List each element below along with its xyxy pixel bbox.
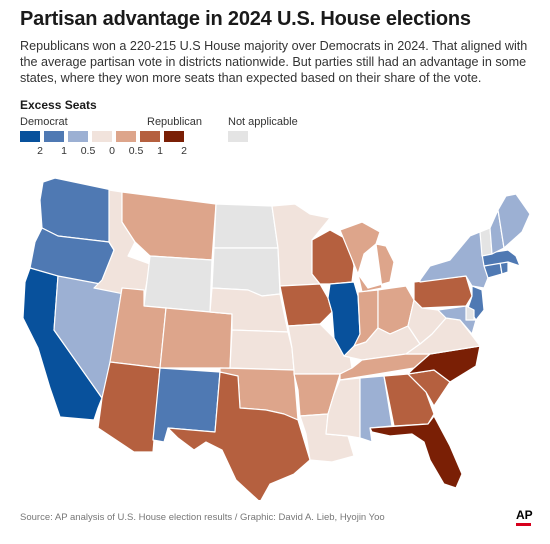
state-co [160,308,232,368]
legend-tick: 0.5 [78,145,98,157]
legend-tick: 2 [30,145,50,157]
legend-swatch-dem1 [44,131,64,142]
us-map [10,170,540,500]
state-ks [230,330,294,370]
state-wy [144,256,212,312]
state-ri [500,262,508,274]
chart-subtitle: Republicans won a 220-215 U.S House majo… [20,38,535,86]
legend-swatch-rep1 [140,131,160,142]
state-az [98,362,160,452]
legend-tick: 0 [102,145,122,157]
state-nd [214,204,278,248]
legend-swatch-dem2 [20,131,40,142]
legend-republican-label: Republican [147,116,202,128]
chart-title: Partisan advantage in 2024 U.S. House el… [20,8,540,31]
state-mt [122,192,216,260]
legend-tick: 0.5 [126,145,146,157]
legend-swatch-dem05 [68,131,88,142]
legend-swatch-rep05 [116,131,136,142]
legend-tick: 2 [174,145,194,157]
legend-tick: 1 [54,145,74,157]
state-me [498,194,530,248]
legend-tick: 1 [150,145,170,157]
ap-logo-underline [516,523,531,526]
ap-logo: AP [516,508,533,522]
legend-swatch-na [228,131,248,142]
legend-na-label: Not applicable [228,116,298,128]
legend-democrat-label: Democrat [20,116,68,128]
legend-swatch-rep2 [164,131,184,142]
legend-title: Excess Seats [20,98,97,112]
state-fl [370,416,462,488]
legend-swatch-neutral [92,131,112,142]
source-note: Source: AP analysis of U.S. House electi… [20,512,385,523]
state-ia [280,284,332,326]
